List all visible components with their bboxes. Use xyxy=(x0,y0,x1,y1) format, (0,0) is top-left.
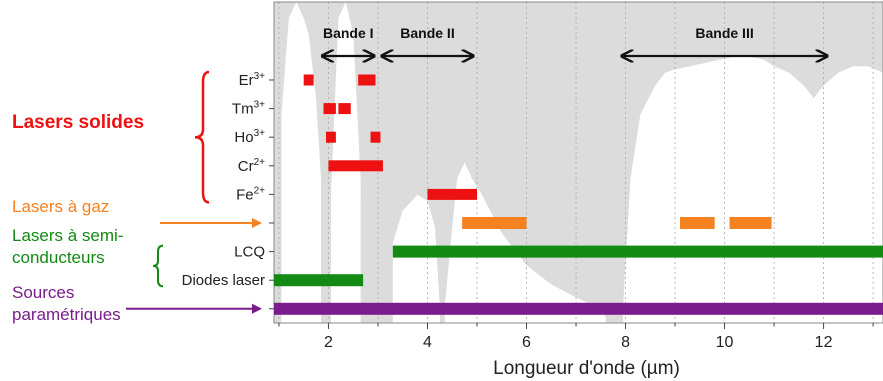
bar-semiconductor xyxy=(274,274,364,287)
bar-solid xyxy=(325,131,336,143)
transmission-window-3 xyxy=(392,194,440,323)
row-label: Tm3+ xyxy=(232,100,265,118)
row-label: Ho3+ xyxy=(234,128,265,146)
bar-gas xyxy=(462,217,527,229)
x-tick-label: 6 xyxy=(522,334,531,351)
bar-solid xyxy=(323,103,336,115)
plot-frame xyxy=(273,1,883,324)
group-label-parametric: Sources paramétriques xyxy=(12,283,121,324)
band-label-2: Bande II xyxy=(400,25,454,41)
bar-parametric xyxy=(274,302,883,315)
brace-semiconductor xyxy=(152,244,164,288)
group-label-semiconductor: Lasers à semi-conducteurs xyxy=(12,226,123,267)
row-label: Fe2+ xyxy=(236,185,265,203)
row-label: Er3+ xyxy=(239,71,266,89)
arrowhead-gas xyxy=(252,218,262,228)
transmission-window-5 xyxy=(623,56,883,323)
band-label-3: Bande III xyxy=(695,25,753,41)
transmission-window-4 xyxy=(444,162,606,323)
row-label: Diodes laser xyxy=(182,272,265,289)
group-label-solid: Lasers solides xyxy=(12,112,144,133)
bar-solid xyxy=(338,103,351,115)
x-tick-label: 10 xyxy=(716,334,734,351)
bar-solid xyxy=(328,160,383,172)
row-label: LCQ xyxy=(234,244,265,261)
x-axis-label: Longueur d'onde (µm) xyxy=(493,358,680,379)
bar-gas xyxy=(729,217,772,229)
x-tick-label: 12 xyxy=(815,334,833,351)
bar-semiconductor xyxy=(392,245,883,258)
bar-solid xyxy=(358,74,376,86)
x-tick-label: 2 xyxy=(324,334,333,351)
bar-solid xyxy=(370,131,381,143)
x-tick-label: 8 xyxy=(621,334,630,351)
band-label-1: Bande I xyxy=(323,25,374,41)
brace-solid xyxy=(194,70,210,204)
arrowhead-parametric xyxy=(252,303,262,314)
group-label-gas: Lasers à gaz xyxy=(12,197,109,216)
bar-solid xyxy=(427,188,477,200)
bar-solid xyxy=(303,74,314,86)
row-label: Cr2+ xyxy=(238,157,265,175)
bar-gas xyxy=(680,217,715,229)
x-tick-label: 4 xyxy=(423,334,432,351)
